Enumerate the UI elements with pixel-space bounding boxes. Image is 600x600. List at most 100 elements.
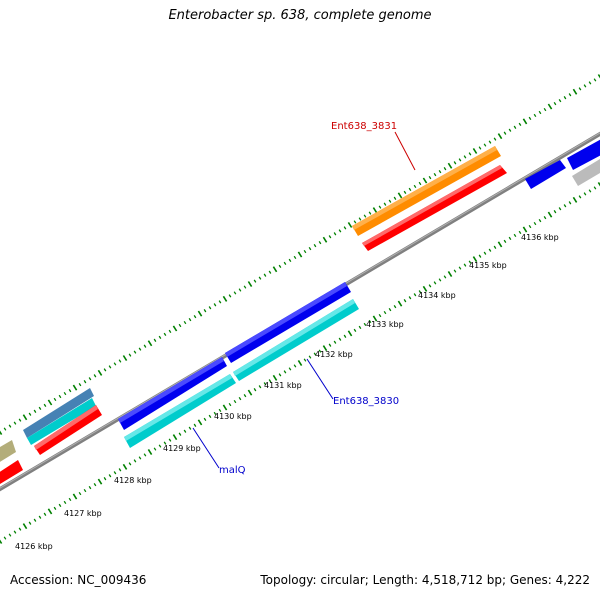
- minor-tick-mark: [88, 377, 92, 381]
- major-tick-mark: [422, 177, 428, 184]
- minor-tick-mark: [383, 310, 387, 315]
- major-tick-mark: [472, 256, 478, 263]
- minor-tick-mark: [538, 110, 542, 115]
- minor-tick-mark: [58, 503, 62, 508]
- minor-tick-mark: [118, 359, 122, 363]
- minor-tick-mark: [403, 190, 407, 194]
- minor-tick-mark: [233, 291, 237, 295]
- gene-red-edge[interactable]: [0, 460, 23, 487]
- minor-tick-mark: [278, 264, 282, 268]
- minor-tick-mark: [158, 444, 162, 448]
- gene-steelblue[interactable]: [23, 388, 94, 438]
- gene-blue-left[interactable]: [118, 357, 227, 430]
- minor-tick-mark: [128, 353, 132, 357]
- minor-tick-mark: [243, 285, 247, 289]
- minor-tick-mark: [278, 373, 282, 377]
- gene-label-malq[interactable]: malQ: [219, 465, 246, 476]
- major-tick-mark: [597, 74, 600, 79]
- gene-khaki-edge[interactable]: [0, 440, 16, 465]
- gene-label-ent638-3831[interactable]: Ent638_3831: [331, 121, 397, 132]
- minor-tick-mark: [393, 196, 397, 200]
- inner-tick-track: [0, 181, 600, 544]
- minor-tick-mark: [168, 329, 172, 334]
- major-tick-mark: [422, 285, 428, 292]
- minor-tick-mark: [438, 278, 442, 282]
- minor-tick-mark: [163, 332, 167, 336]
- gene-cyan-malq[interactable]: [124, 374, 236, 448]
- minor-tick-mark: [258, 385, 262, 389]
- minor-tick-mark: [583, 192, 587, 196]
- minor-tick-mark: [103, 368, 107, 372]
- minor-tick-mark: [568, 93, 572, 97]
- gene-blue-far-right[interactable]: [525, 137, 600, 189]
- minor-tick-mark: [58, 394, 62, 399]
- minor-tick-mark: [308, 246, 312, 251]
- minor-tick-mark: [193, 315, 197, 319]
- minor-tick-mark: [338, 337, 342, 341]
- minor-tick-mark: [233, 399, 237, 404]
- major-tick-mark: [497, 241, 503, 248]
- gene-red-ent638-3831[interactable]: [362, 165, 507, 251]
- major-tick-mark: [522, 118, 528, 125]
- gene-cyan-right[interactable]: [233, 299, 359, 381]
- minor-tick-mark: [488, 248, 492, 252]
- minor-tick-mark: [353, 220, 357, 224]
- minor-tick-mark: [303, 358, 307, 362]
- minor-tick-mark: [483, 251, 487, 255]
- gene-label-ent638-3830[interactable]: Ent638_3830: [333, 396, 399, 407]
- major-tick-mark: [572, 88, 578, 95]
- major-tick-mark: [347, 330, 353, 337]
- minor-tick-mark: [503, 131, 507, 135]
- minor-tick-mark: [28, 412, 32, 416]
- minor-tick-mark: [268, 379, 272, 383]
- major-tick-mark: [247, 281, 253, 288]
- major-tick-mark: [47, 399, 53, 406]
- minor-tick-mark: [558, 99, 562, 103]
- minor-tick-mark: [593, 186, 597, 190]
- major-tick-mark: [122, 463, 128, 470]
- major-tick-mark: [297, 359, 303, 367]
- minor-tick-mark: [228, 294, 232, 298]
- gene-gray-far-right[interactable]: [572, 156, 600, 186]
- gene-cyan-small[interactable]: [27, 398, 96, 445]
- minor-tick-mark: [408, 187, 412, 192]
- gene-blue-ent638-3830[interactable]: [225, 282, 351, 363]
- minor-tick-mark: [108, 474, 112, 478]
- minor-tick-mark: [283, 261, 287, 265]
- minor-tick-mark: [543, 216, 547, 220]
- minor-tick-mark: [463, 263, 467, 267]
- minor-tick-mark: [38, 406, 42, 410]
- minor-tick-mark: [483, 143, 487, 147]
- minor-tick-mark: [358, 217, 362, 221]
- minor-tick-mark: [38, 515, 42, 519]
- major-tick-mark: [472, 147, 478, 154]
- minor-tick-mark: [408, 296, 412, 300]
- minor-tick-mark: [238, 396, 242, 401]
- minor-tick-mark: [413, 184, 417, 189]
- major-tick-mark: [0, 539, 3, 544]
- gene-red-small[interactable]: [34, 405, 102, 455]
- minor-tick-mark: [518, 230, 522, 235]
- minor-tick-mark: [393, 305, 397, 309]
- minor-tick-mark: [283, 370, 287, 374]
- minor-tick-mark: [93, 374, 97, 378]
- minor-tick-mark: [378, 313, 382, 318]
- minor-tick-mark: [453, 269, 457, 273]
- minor-tick-mark: [63, 391, 67, 396]
- minor-tick-mark: [268, 270, 272, 274]
- tick-label: 4133 kbp: [366, 320, 404, 329]
- minor-tick-mark: [3, 536, 7, 540]
- minor-tick-mark: [383, 202, 387, 206]
- minor-tick-mark: [218, 300, 222, 304]
- minor-tick-mark: [43, 403, 47, 407]
- major-tick-mark: [222, 295, 228, 302]
- minor-tick-mark: [388, 307, 392, 312]
- minor-tick-mark: [443, 275, 447, 279]
- major-tick-mark: [197, 419, 203, 426]
- minor-tick-mark: [288, 258, 292, 263]
- minor-tick-mark: [588, 81, 592, 85]
- minor-tick-mark: [538, 218, 542, 223]
- gene-orange-ent638-3831[interactable]: [352, 146, 501, 236]
